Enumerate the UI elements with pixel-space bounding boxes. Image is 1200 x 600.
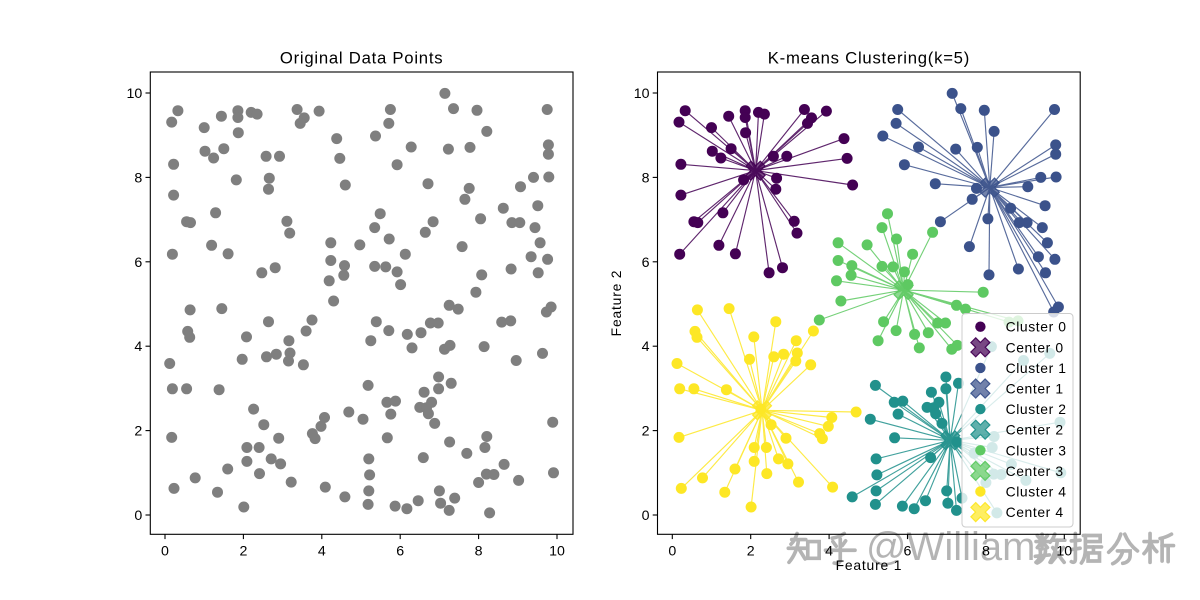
svg-text:K-means Clustering(k=5): K-means Clustering(k=5): [768, 48, 970, 67]
svg-text:8: 8: [475, 544, 483, 560]
svg-text:10: 10: [549, 544, 565, 560]
svg-text:0: 0: [161, 544, 169, 560]
svg-text:2: 2: [747, 544, 755, 560]
svg-text:Cluster 0: Cluster 0: [1006, 319, 1067, 335]
svg-text:10: 10: [634, 86, 650, 102]
svg-text:10: 10: [127, 86, 143, 102]
svg-text:8: 8: [642, 170, 650, 186]
svg-text:@William: @William: [866, 525, 1035, 569]
svg-text:Center 2: Center 2: [1006, 422, 1064, 438]
svg-text:6: 6: [904, 544, 912, 560]
svg-text:2: 2: [239, 544, 247, 560]
svg-text:4: 4: [134, 339, 142, 355]
svg-text:Cluster 3: Cluster 3: [1006, 442, 1067, 458]
svg-text:4: 4: [825, 544, 833, 560]
svg-text:Cluster 1: Cluster 1: [1006, 360, 1067, 376]
svg-text:4: 4: [318, 544, 326, 560]
svg-text:Center 3: Center 3: [1006, 463, 1064, 479]
svg-text:4: 4: [642, 339, 650, 355]
svg-text:Center 4: Center 4: [1006, 504, 1064, 520]
svg-text:0: 0: [134, 508, 142, 524]
svg-text:8: 8: [982, 544, 990, 560]
svg-text:Feature 1: Feature 1: [836, 557, 903, 573]
svg-text:6: 6: [642, 255, 650, 271]
svg-text:0: 0: [642, 508, 650, 524]
svg-text:Cluster 2: Cluster 2: [1006, 401, 1067, 417]
svg-text:8: 8: [134, 170, 142, 186]
svg-text:2: 2: [642, 424, 650, 440]
svg-text:10: 10: [1056, 544, 1072, 560]
svg-text:2: 2: [134, 424, 142, 440]
svg-text:0: 0: [668, 544, 676, 560]
svg-text:Original Data Points: Original Data Points: [280, 48, 443, 67]
svg-text:6: 6: [396, 544, 404, 560]
svg-text:Center 0: Center 0: [1006, 339, 1064, 355]
svg-text:Center 1: Center 1: [1006, 381, 1064, 397]
svg-text:Cluster 4: Cluster 4: [1006, 484, 1067, 500]
svg-text:6: 6: [134, 255, 142, 271]
svg-text:Feature 2: Feature 2: [608, 270, 624, 337]
